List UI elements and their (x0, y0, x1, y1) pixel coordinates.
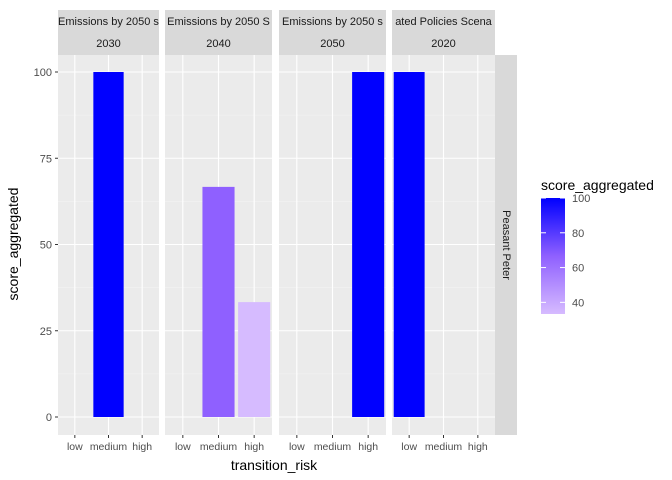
facet-panel-2040: Emissions by 2050 S 2040 (165, 10, 272, 435)
y-tick-label: 50 (40, 240, 52, 252)
facet-strip-top (165, 10, 272, 33)
x-tick-label: medium (200, 441, 238, 453)
legend-tick-label: 40 (572, 297, 584, 309)
legend-colorbar (541, 198, 565, 314)
facet-strip-bottom-label: 2030 (96, 38, 120, 50)
facet-panel-2050: Emissions by 2050 s 2050 (279, 10, 386, 435)
y-tick-label: 100 (34, 67, 52, 79)
bar-high-2040 (238, 302, 271, 417)
facet-strip-bottom-label: 2020 (431, 38, 455, 50)
bar-high-2050 (352, 72, 385, 417)
x-tick-label: medium (90, 441, 128, 453)
y-tick-label: 0 (46, 412, 52, 424)
bar-medium-2040 (202, 186, 235, 417)
x-tick-label: high (358, 441, 378, 453)
facet-strip-top-label: Emissions by 2050 S (167, 16, 270, 28)
x-tick-label: high (132, 441, 152, 453)
legend: score_aggregated 40 60 80 100 (541, 177, 654, 314)
x-tick-label: medium (425, 441, 463, 453)
x-tick-label: low (175, 441, 191, 453)
x-tick-label: low (67, 441, 83, 453)
facet-strip-top (58, 10, 159, 33)
facet-strip-bottom (58, 33, 159, 55)
x-tick-label: low (401, 441, 417, 453)
y-axis: 0 25 50 75 100 (34, 67, 58, 424)
y-tick-label: 75 (40, 153, 52, 165)
row-strip-label: Peasant Peter (500, 210, 512, 280)
facet-strip-bottom (165, 33, 272, 55)
facet-strip-top-label: Emissions by 2050 s (282, 16, 383, 28)
x-tick-label: high (468, 441, 488, 453)
x-axis: low medium high low medium high low medium high l… (67, 435, 488, 453)
legend-title: score_aggregated (541, 177, 654, 193)
y-axis-title: score_aggregated (5, 188, 21, 301)
row-strip-background (495, 55, 517, 435)
bar-medium-2030 (93, 72, 124, 417)
x-tick-label: high (244, 441, 264, 453)
legend-tick-label: 100 (572, 193, 590, 205)
facet-strip-bottom-label: 2040 (206, 38, 230, 50)
facet-strip-bottom (279, 33, 386, 55)
bar-low-2020 (393, 72, 425, 417)
facet-strip-bottom (392, 33, 495, 55)
facet-strip-top (279, 10, 386, 33)
facet-strip-top (392, 10, 495, 33)
legend-tick-label: 60 (572, 263, 584, 275)
y-tick-label: 25 (40, 326, 52, 338)
facet-panel-2020: ated Policies Scena 2020 (392, 10, 495, 435)
facet-strip-bottom-label: 2050 (320, 38, 344, 50)
x-tick-label: low (289, 441, 305, 453)
facet-panel-2030: Emissions by 2050 s 2030 (58, 10, 159, 435)
legend-tick-label: 80 (572, 228, 584, 240)
facet-strip-top-label: ated Policies Scena (395, 16, 492, 28)
x-tick-label: medium (314, 441, 352, 453)
facet-strip-top-label: Emissions by 2050 s (58, 16, 159, 28)
x-axis-title: transition_risk (231, 457, 318, 473)
